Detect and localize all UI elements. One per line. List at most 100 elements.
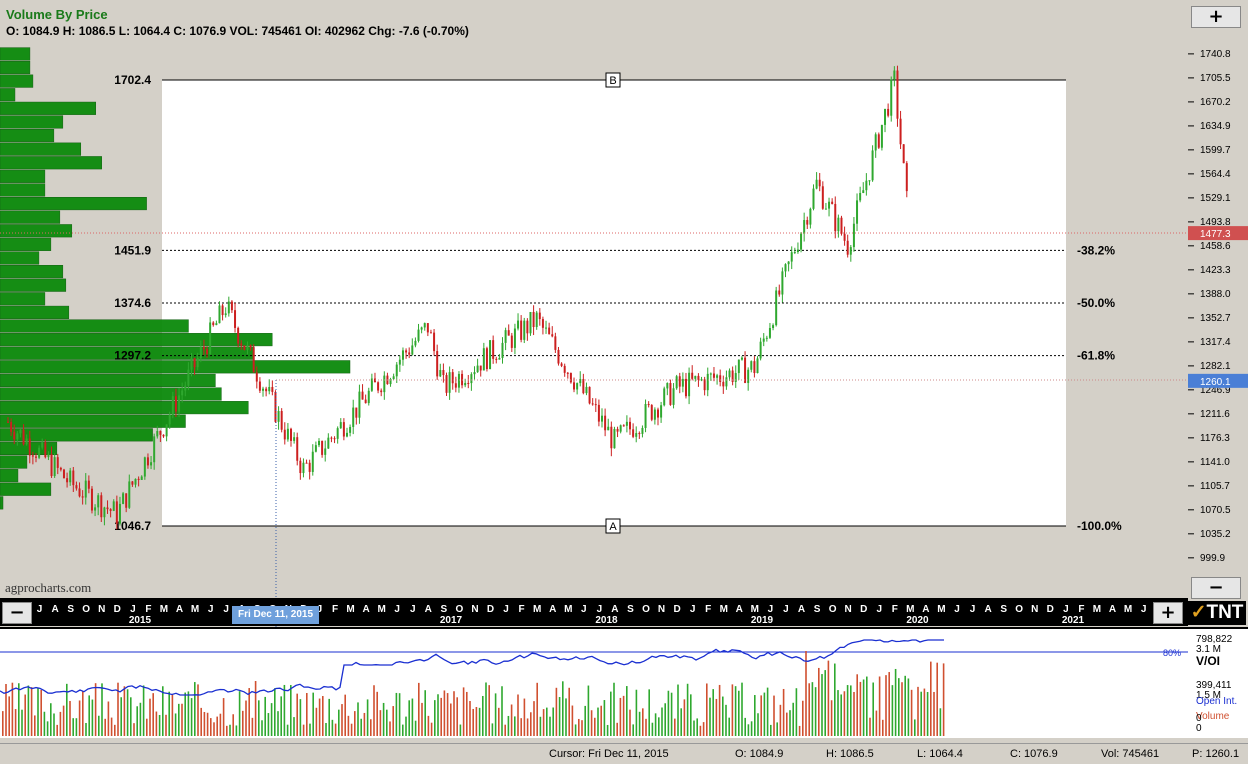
candle-body	[377, 382, 380, 391]
month-label: J	[597, 604, 603, 615]
candle-body	[321, 440, 324, 455]
zoom-in-button[interactable]: +	[1191, 6, 1241, 28]
volume-bar	[21, 709, 23, 736]
volume-bar	[290, 685, 292, 736]
volume-bar	[72, 718, 74, 736]
volume-bar	[856, 674, 858, 736]
month-label: J	[317, 604, 323, 615]
candle-body	[398, 359, 401, 365]
candle-body	[890, 79, 893, 116]
candle-body	[258, 381, 261, 391]
volume-bar	[658, 717, 660, 736]
volume-bar	[267, 713, 270, 736]
candle-body	[457, 373, 460, 388]
volume-bar	[789, 710, 791, 736]
volume-bar	[325, 722, 327, 736]
volume-bar	[341, 704, 343, 736]
candle-body	[227, 301, 230, 314]
volume-bar	[600, 705, 602, 736]
vbp-bar	[0, 265, 64, 279]
candle-body	[569, 373, 572, 383]
candle-body	[613, 428, 616, 449]
volume-bar	[5, 683, 7, 736]
volume-bar	[677, 684, 679, 736]
volume-bar	[178, 703, 180, 736]
month-label: N	[1031, 604, 1038, 615]
volume-bar	[350, 723, 353, 736]
candle-body	[50, 454, 53, 477]
volume-bar	[590, 710, 593, 736]
volume-bar	[917, 686, 919, 736]
volume-bar	[629, 709, 631, 736]
scroll-left-button[interactable]: −	[2, 602, 32, 624]
candle-body	[146, 457, 149, 466]
volume-bar	[421, 702, 423, 736]
price-tag-label: 1477.3	[1200, 229, 1231, 240]
candle-body	[868, 180, 871, 182]
volume-bar	[114, 724, 116, 736]
volume-bar	[498, 707, 500, 736]
price-axis[interactable]: 1740.8 1705.5 1670.2 1634.9 1599.7 1564.4 1529…	[1188, 49, 1248, 564]
volume-bar	[882, 719, 884, 736]
vbp-bar	[0, 169, 46, 183]
volume-by-price-bars	[0, 47, 351, 510]
candle-body	[143, 457, 146, 477]
candle-body	[318, 440, 320, 446]
volume-bar	[59, 711, 62, 736]
y-tick-label: 1740.8	[1200, 49, 1231, 60]
zoom-out-button[interactable]: −	[1191, 577, 1241, 599]
scroll-right-button[interactable]: +	[1153, 602, 1183, 624]
month-label: A	[611, 604, 618, 615]
candle-body	[495, 358, 498, 360]
month-label: J	[130, 604, 136, 615]
candle-body	[880, 124, 883, 148]
candle-body	[772, 325, 775, 329]
fib-pct-label: -38.2%	[1077, 243, 1115, 257]
volume-bar	[526, 718, 529, 736]
volume-bar	[930, 661, 932, 736]
y-tick-label: 1634.9	[1200, 121, 1231, 132]
volume-bar	[104, 718, 106, 736]
candle-body	[663, 388, 666, 406]
candle-body	[778, 290, 781, 295]
candle-body	[28, 438, 31, 456]
candle-body	[78, 488, 81, 497]
volume-bar	[155, 711, 158, 736]
time-axis[interactable]	[0, 598, 1188, 626]
month-label: M	[564, 604, 572, 615]
volume-bar	[459, 724, 462, 736]
candle-body	[852, 223, 855, 248]
volume-bar	[450, 703, 452, 736]
candle-body	[215, 323, 218, 326]
candle-body	[700, 379, 703, 381]
candle-body	[653, 409, 656, 420]
volume-bar	[763, 692, 766, 736]
candle-body	[401, 350, 404, 360]
volume-bar	[363, 712, 366, 736]
month-label: J	[768, 604, 774, 615]
candle-body	[594, 404, 597, 406]
fib-pct-label: -100.0%	[1077, 519, 1122, 533]
candle-body	[90, 488, 93, 511]
candle-body	[681, 378, 684, 387]
volume-bar	[482, 695, 484, 736]
vbp-bar	[0, 278, 67, 292]
candle-body	[706, 373, 709, 391]
volume-bar	[162, 686, 164, 736]
volume-bar	[338, 709, 340, 736]
y-tick-label: 999.9	[1200, 553, 1225, 564]
candle-body	[84, 480, 87, 498]
candle-body	[625, 421, 628, 426]
candle-body	[370, 378, 373, 391]
candle-body	[327, 437, 330, 449]
candle-body	[800, 233, 803, 250]
volume-bar	[299, 699, 302, 736]
candle-body	[286, 428, 289, 440]
volume-bar	[782, 688, 785, 736]
volume-bar	[587, 685, 590, 736]
candle-body	[507, 330, 510, 336]
candle-body	[647, 404, 650, 406]
candle-body	[408, 352, 411, 355]
volume-bars	[2, 651, 945, 736]
candle-body	[765, 337, 768, 339]
